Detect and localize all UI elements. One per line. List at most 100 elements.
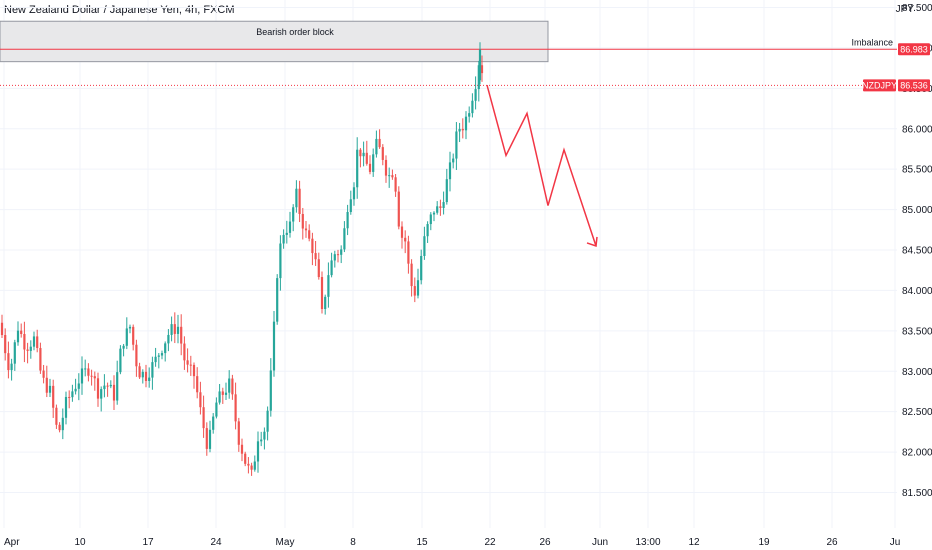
currency-label: JPY — [895, 4, 914, 15]
candle-body — [109, 384, 112, 387]
y-tick-label: 83.500 — [902, 326, 932, 337]
y-tick-label: 81.500 — [902, 488, 932, 499]
candle-body — [279, 243, 282, 279]
candle-body — [378, 138, 381, 148]
y-tick-label: 84.000 — [902, 286, 932, 297]
candle-body — [61, 417, 64, 431]
candle-body — [224, 392, 228, 395]
candle-body — [221, 391, 224, 395]
candle-body — [189, 364, 192, 366]
candle-body — [308, 230, 311, 239]
candle-body — [112, 384, 116, 401]
candle-body — [13, 342, 16, 364]
candle-body — [39, 348, 42, 371]
candle-body — [100, 389, 103, 399]
order-block-label: Bearish order block — [256, 27, 334, 37]
candle-body — [228, 378, 231, 393]
y-tick-label: 86.000 — [902, 124, 932, 135]
candle-body — [42, 370, 45, 378]
candle-body — [23, 333, 26, 350]
candle-body — [87, 368, 90, 376]
candle-body — [397, 191, 400, 227]
candle-body — [29, 346, 32, 351]
x-tick-label: 12 — [688, 537, 700, 548]
candle-body — [311, 238, 314, 254]
candle-body — [26, 349, 29, 351]
candle-body — [471, 100, 474, 114]
candle-body — [68, 396, 71, 398]
candle-body — [429, 214, 432, 225]
candle-body — [400, 226, 404, 238]
candle-body — [285, 232, 288, 235]
candle-body — [282, 234, 285, 244]
candle-body — [352, 187, 356, 200]
candle-body — [413, 286, 416, 296]
candle-body — [45, 377, 48, 393]
candle-body — [55, 407, 58, 425]
candle-body — [455, 131, 458, 159]
candle-body — [199, 392, 202, 408]
candle-body — [359, 149, 362, 157]
candle-body — [375, 138, 378, 155]
candle-body — [180, 326, 183, 344]
candle-body — [384, 159, 388, 176]
candle-body — [250, 465, 253, 470]
x-tick-label: 17 — [142, 537, 154, 548]
candle-body — [148, 377, 151, 381]
candle-body — [416, 280, 420, 296]
x-tick-label: 22 — [484, 537, 496, 548]
candle-body — [477, 65, 480, 90]
candle-body — [439, 206, 442, 209]
candle-body — [452, 158, 455, 163]
candle-body — [119, 348, 122, 373]
candle-body — [346, 212, 349, 229]
y-tick-label: 85.500 — [902, 165, 932, 176]
candle-body — [116, 372, 119, 401]
order-block-zone — [0, 20, 549, 63]
candle-body — [84, 368, 87, 370]
candle-body — [464, 116, 468, 131]
candle-body — [80, 368, 84, 384]
candle-body — [16, 330, 20, 343]
candle-body — [202, 407, 205, 429]
candle-body — [468, 113, 471, 117]
candle-body — [218, 391, 221, 403]
candle-body — [333, 254, 336, 261]
candle-body — [301, 213, 304, 229]
candle-body — [215, 402, 218, 417]
candle-body — [295, 188, 298, 208]
projection-arrow-head — [586, 236, 598, 247]
candle-body — [106, 385, 109, 387]
candle-body — [253, 461, 256, 470]
candle-body — [365, 152, 368, 164]
candle-body — [474, 89, 477, 101]
candle-body — [64, 396, 68, 418]
candle-body — [391, 175, 394, 178]
candle-body — [157, 355, 160, 357]
x-tick-label: Apr — [4, 537, 20, 548]
candle-body — [52, 385, 55, 408]
x-tick-label: 26 — [539, 537, 551, 548]
candle-body — [480, 65, 484, 74]
candle-body — [240, 444, 244, 454]
x-tick-label: Jun — [592, 537, 608, 548]
candle-body — [381, 147, 384, 160]
symbol-tag: NZDJPY — [862, 80, 897, 90]
y-tick-label: 82.500 — [902, 407, 932, 418]
candle-body — [0, 322, 4, 336]
candle-body — [288, 221, 292, 233]
candle-body — [151, 362, 154, 378]
y-tick-label: 87.500 — [902, 3, 932, 14]
candle-body — [368, 163, 372, 172]
candle-body — [404, 237, 407, 242]
y-tick-label: 83.000 — [902, 367, 932, 378]
x-tick-label: May — [276, 537, 295, 548]
candle-body — [93, 376, 96, 379]
imbalance-price-tag: 86.983 — [900, 44, 928, 54]
candle-body — [458, 128, 461, 132]
candle-body — [256, 441, 260, 462]
symbol-tag-bg — [863, 79, 896, 92]
candle-body — [196, 376, 199, 393]
candle-body — [20, 330, 23, 334]
